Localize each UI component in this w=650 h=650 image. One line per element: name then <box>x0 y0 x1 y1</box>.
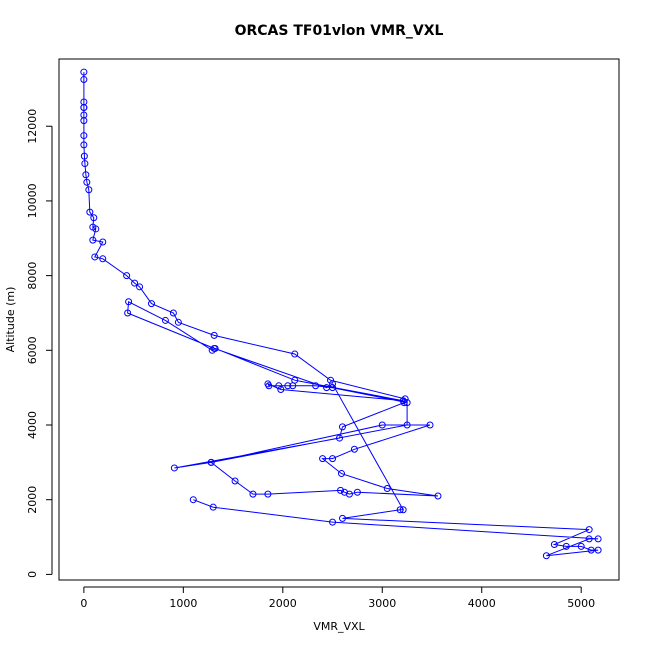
x-tick-label: 2000 <box>269 597 297 610</box>
data-point <box>585 535 593 543</box>
data-point <box>123 272 131 280</box>
data-point <box>169 309 177 317</box>
data-point <box>327 376 335 384</box>
data-point <box>550 541 558 549</box>
data-point <box>323 384 331 392</box>
data-point <box>399 506 407 514</box>
data-point <box>329 518 337 526</box>
data-series <box>80 68 602 560</box>
data-point <box>81 160 89 168</box>
data-point <box>403 421 411 429</box>
data-point <box>86 208 94 216</box>
data-point <box>594 546 602 554</box>
data-point <box>148 300 156 308</box>
y-tick-label: 8000 <box>26 262 39 290</box>
data-point <box>338 514 346 522</box>
data-point <box>353 488 361 496</box>
data-point <box>161 316 169 324</box>
data-point <box>350 445 358 453</box>
data-point <box>189 496 197 504</box>
data-point <box>275 382 283 390</box>
plot-frame <box>58 58 620 581</box>
data-point <box>319 455 327 463</box>
x-axis: 0 1000 2000 3000 4000 5000 <box>80 586 595 610</box>
data-point <box>264 380 272 388</box>
data-point <box>80 104 88 112</box>
x-tick-label: 1000 <box>169 597 197 610</box>
data-point <box>92 225 100 233</box>
data-point <box>174 318 182 326</box>
data-point <box>329 380 337 388</box>
data-point <box>80 152 88 160</box>
x-tick-label: 5000 <box>567 597 595 610</box>
data-point <box>80 132 88 140</box>
y-tick-label: 0 <box>26 571 39 578</box>
data-point <box>125 298 133 306</box>
data-point <box>542 552 550 560</box>
data-point <box>90 214 98 222</box>
x-axis-label: VMR_VXL <box>313 620 365 633</box>
data-point <box>85 186 93 194</box>
data-point <box>336 486 344 494</box>
data-point <box>80 117 88 125</box>
data-point <box>335 434 343 442</box>
data-point <box>209 503 217 511</box>
y-tick-label: 2000 <box>26 486 39 514</box>
data-point <box>399 397 407 405</box>
x-tick-label: 3000 <box>368 597 396 610</box>
data-point <box>291 376 299 384</box>
data-point <box>207 458 215 466</box>
series-line <box>83 72 599 557</box>
data-point <box>434 492 442 500</box>
data-point <box>170 464 178 472</box>
data-point <box>231 477 239 485</box>
y-tick-label: 12000 <box>26 109 39 144</box>
data-point <box>329 455 337 463</box>
chart-title: ORCAS TF01vlon VMR_VXL <box>235 23 444 39</box>
data-point <box>337 470 345 478</box>
data-point <box>383 484 391 492</box>
y-tick-label: 4000 <box>26 411 39 439</box>
data-point <box>340 488 348 496</box>
data-point <box>403 399 411 407</box>
data-point <box>80 76 88 84</box>
data-point <box>91 253 99 261</box>
data-point <box>587 546 595 554</box>
data-point <box>210 344 218 352</box>
data-point <box>210 331 218 339</box>
y-axis: 0 2000 4000 6000 8000 10000 12000 <box>26 109 53 578</box>
data-point <box>82 171 90 179</box>
data-point <box>136 283 144 291</box>
data-point <box>378 421 386 429</box>
y-tick-label: 10000 <box>26 183 39 218</box>
data-point <box>89 236 97 244</box>
data-point <box>401 395 409 403</box>
data-point <box>99 238 107 246</box>
data-point <box>284 382 292 390</box>
data-point <box>594 535 602 543</box>
data-point <box>131 279 139 287</box>
y-axis-label: Altitude (m) <box>4 287 17 353</box>
data-point <box>124 309 132 317</box>
data-point <box>396 506 404 514</box>
data-point <box>577 542 585 550</box>
data-point <box>249 490 257 498</box>
y-tick-label: 6000 <box>26 336 39 364</box>
x-tick-label: 0 <box>80 597 87 610</box>
data-point <box>562 542 570 550</box>
data-point <box>83 178 91 186</box>
data-point <box>312 382 320 390</box>
data-point <box>291 350 299 358</box>
data-point <box>277 386 285 394</box>
data-point <box>264 490 272 498</box>
data-point <box>208 346 216 354</box>
x-tick-label: 4000 <box>468 597 496 610</box>
data-point <box>585 526 593 534</box>
data-point <box>80 141 88 149</box>
data-point <box>99 255 107 263</box>
data-point <box>80 68 88 76</box>
data-point <box>426 421 434 429</box>
data-point <box>338 423 346 431</box>
